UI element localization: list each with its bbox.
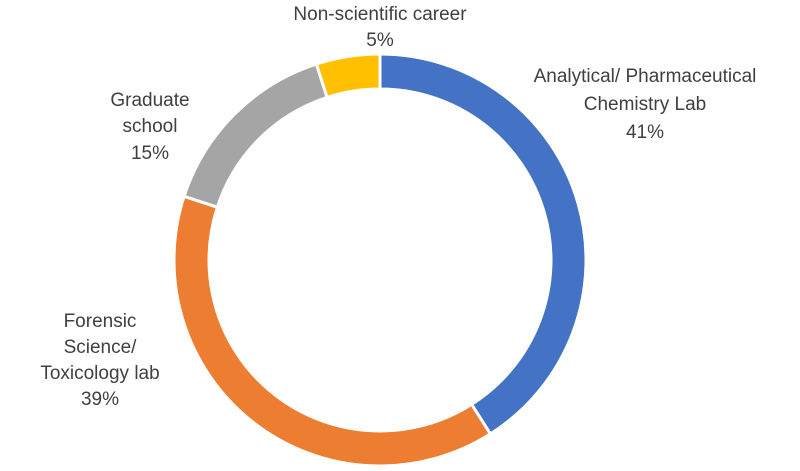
- slice-percent-label: 41%: [626, 122, 664, 143]
- slice-label-1: Forensic Science/Toxicology lab 39%: [40, 311, 159, 410]
- donut-slice-2: [182, 62, 329, 209]
- slice-name-line: Toxicology lab: [40, 363, 159, 384]
- slice-percent-label: 5%: [366, 30, 394, 51]
- slice-name-line: Chemistry Lab: [584, 94, 707, 115]
- slice-label-2: Graduate school 15%: [110, 90, 189, 164]
- slice-label-0: Analytical/ Pharmaceutical Chemistry Lab 4…: [534, 66, 757, 143]
- donut-slice-0: [378, 52, 588, 436]
- donut-slices: [172, 52, 588, 468]
- slice-name-line: Non-scientific career: [293, 4, 467, 25]
- slice-name-line: Forensic: [64, 311, 137, 332]
- donut-slice-1: [172, 194, 492, 468]
- donut-slice-3: [314, 52, 382, 99]
- slice-label-3: Non-scientific career 5%: [293, 4, 467, 51]
- slice-name-line: Analytical/ Pharmaceutical: [534, 66, 757, 87]
- slice-name-line: Science/: [64, 337, 138, 358]
- slice-percent-label: 15%: [131, 143, 169, 164]
- slice-name-line: Graduate: [110, 90, 189, 111]
- donut-labels: Analytical/ Pharmaceutical Chemistry Lab 4…: [40, 4, 756, 410]
- slice-percent-label: 39%: [81, 389, 119, 410]
- slice-name-line: school: [123, 116, 178, 137]
